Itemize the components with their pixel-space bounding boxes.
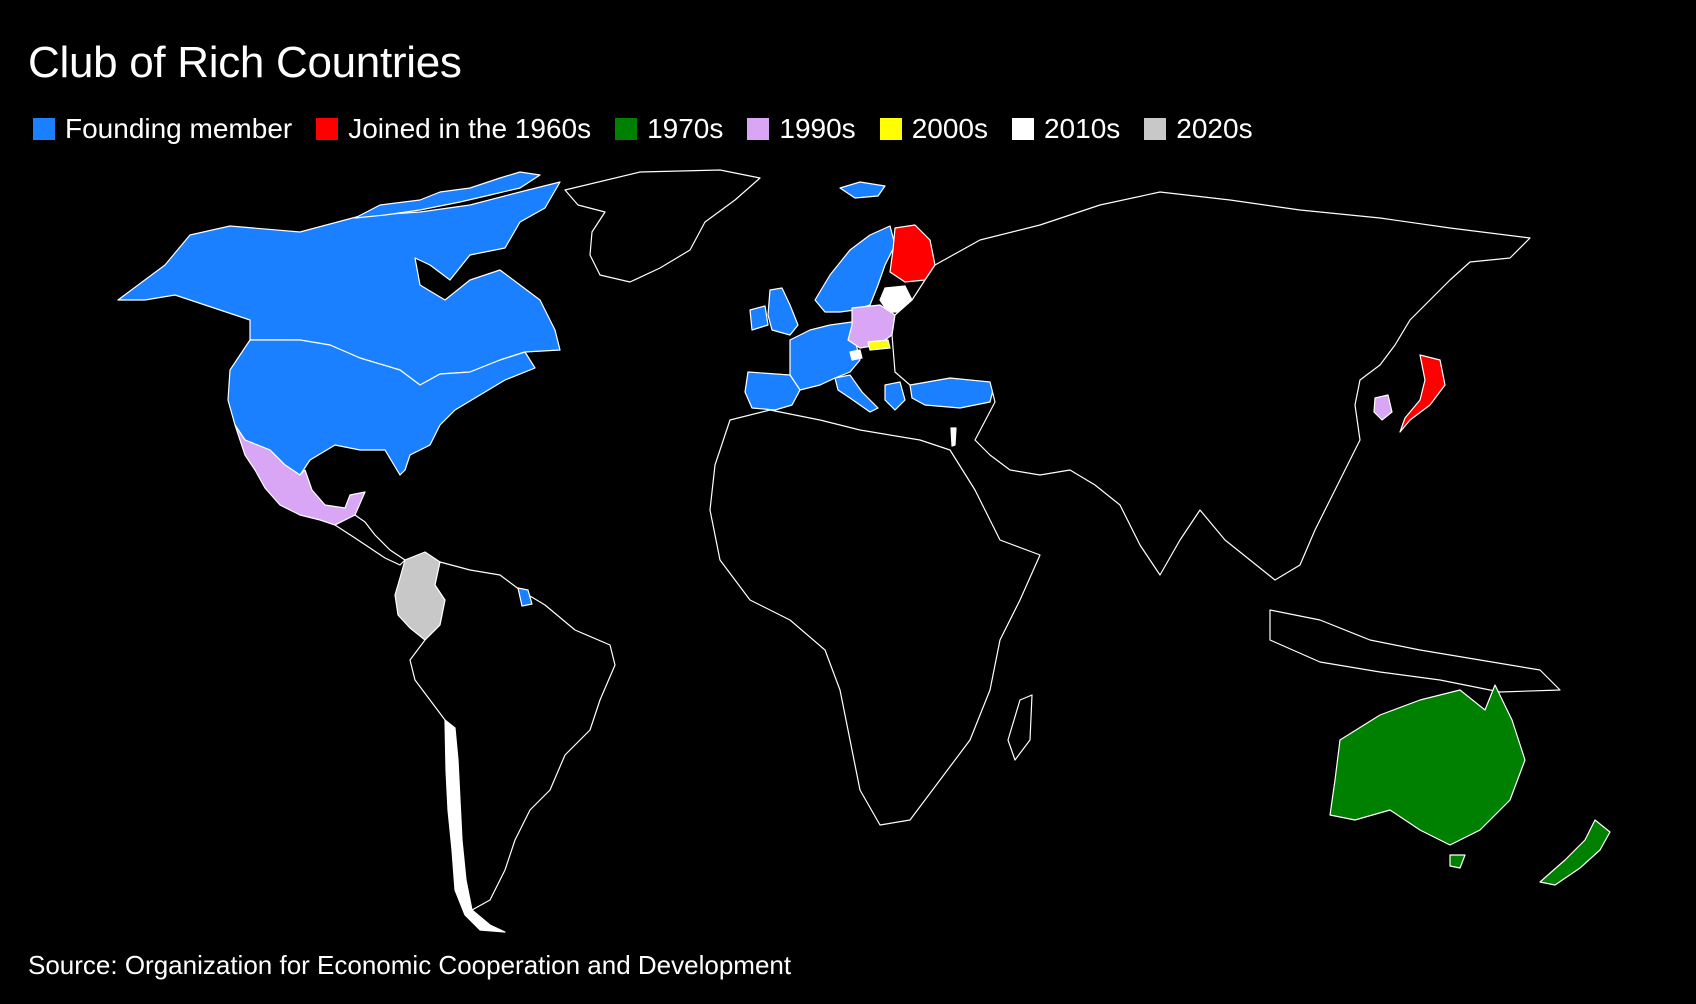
region-japan[interactable] [1399, 354, 1446, 433]
legend-swatch-2020s [1144, 118, 1167, 140]
region-australia[interactable] [1329, 684, 1526, 846]
legend-label-2020s: 2020s [1176, 113, 1253, 144]
legend-swatch-2010s [1011, 118, 1034, 140]
source-note: Source: Organization for Economic Cooper… [28, 950, 792, 980]
legend-item-1990s: 1990s [747, 113, 856, 145]
region-africa [709, 409, 1041, 826]
legend-label-1960s: Joined in the 1960s [348, 113, 592, 144]
legend-label-2000s: 2000s [911, 113, 988, 144]
legend-item-2020s: 2020s [1144, 113, 1253, 145]
region-south-america [409, 561, 616, 911]
region-iberia[interactable] [744, 371, 801, 411]
region-south-korea[interactable] [1373, 394, 1393, 421]
legend-swatch-2000s [879, 118, 902, 140]
region-slovakia[interactable] [867, 339, 891, 351]
legend-item-1970s: 1970s [615, 113, 723, 145]
legend-swatch-1990s [747, 118, 770, 140]
region-greece[interactable] [884, 381, 906, 411]
legend-label-1970s: 1970s [647, 113, 724, 144]
region-uk[interactable] [767, 287, 799, 336]
legend-label-founding: Founding member [65, 113, 293, 144]
region-new-zealand[interactable] [1539, 819, 1611, 886]
region-central-america [334, 514, 406, 566]
region-eurasia [891, 191, 1531, 581]
legend-label-2010s: 2010s [1043, 113, 1121, 144]
region-tasmania[interactable] [1449, 854, 1466, 869]
legend: Founding member Joined in the 1960s 1970… [33, 113, 1277, 145]
region-finland[interactable] [889, 224, 936, 283]
legend-swatch-1960s [316, 118, 339, 140]
region-italy[interactable] [834, 374, 879, 413]
region-slovenia[interactable] [849, 349, 863, 361]
region-greenland [564, 169, 761, 283]
legend-item-2010s: 2010s [1011, 113, 1121, 145]
legend-item-1960s: Joined in the 1960s [316, 113, 591, 145]
legend-item-2000s: 2000s [879, 113, 988, 145]
legend-label-1990s: 1990s [779, 113, 856, 144]
legend-item-founding: Founding member [33, 113, 292, 145]
region-scandinavia[interactable] [814, 225, 896, 313]
region-iceland[interactable] [839, 181, 886, 199]
legend-swatch-1970s [615, 118, 638, 140]
region-ireland[interactable] [749, 305, 769, 331]
region-french-guiana[interactable] [517, 587, 533, 607]
region-madagascar [1007, 694, 1033, 761]
legend-swatch-founding [33, 118, 55, 140]
region-mexico[interactable] [234, 424, 366, 526]
region-maritime-asia [1269, 609, 1561, 693]
region-canada-islands[interactable] [354, 171, 541, 219]
region-israel[interactable] [950, 427, 957, 447]
map-title: Club of Rich Countries [28, 38, 462, 87]
